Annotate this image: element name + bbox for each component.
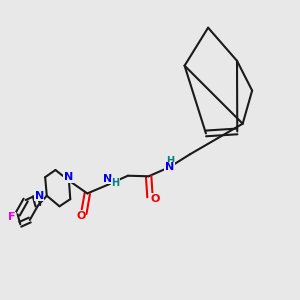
Text: N: N [165,162,174,172]
Text: O: O [150,194,160,204]
Text: N: N [64,172,73,182]
Text: F: F [8,212,15,222]
Text: N: N [103,174,112,184]
Text: H: H [166,156,174,166]
Text: N: N [34,191,44,201]
Text: O: O [76,211,86,221]
Text: H: H [112,178,120,188]
